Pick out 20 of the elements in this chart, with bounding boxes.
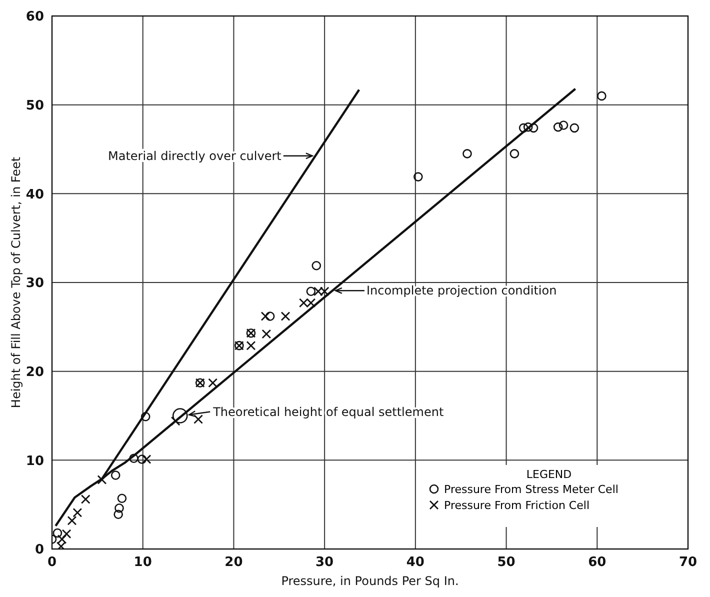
x-tick-label: 20 xyxy=(224,555,243,570)
x-tick-label: 60 xyxy=(588,555,606,570)
y-tick-label: 60 xyxy=(26,10,44,25)
y-tick-label: 0 xyxy=(34,542,44,558)
y-axis-title: Height of Fill Above Top of Culvert, in Feet xyxy=(9,156,23,408)
legend-label: Pressure From Stress Meter Cell xyxy=(444,483,618,496)
x-tick-label: 10 xyxy=(134,555,152,570)
legend-title: LEGEND xyxy=(526,468,572,481)
x-tick-label: 40 xyxy=(406,555,424,570)
x-tick-label: 30 xyxy=(316,555,334,570)
x-tick-label: 70 xyxy=(678,555,698,570)
x-tick-label: 0 xyxy=(47,555,57,570)
x-axis-title: Pressure, in Pounds Per Sq In. xyxy=(281,574,459,588)
y-tick-label: 30 xyxy=(26,276,44,292)
y-tick-label: 20 xyxy=(26,364,44,380)
x-tick-label: 50 xyxy=(497,555,516,570)
legend-label: Pressure From Friction Cell xyxy=(444,499,590,512)
y-tick-label: 40 xyxy=(26,187,44,202)
y-tick-label: 10 xyxy=(26,454,44,469)
y-tick-label: 50 xyxy=(26,98,44,114)
